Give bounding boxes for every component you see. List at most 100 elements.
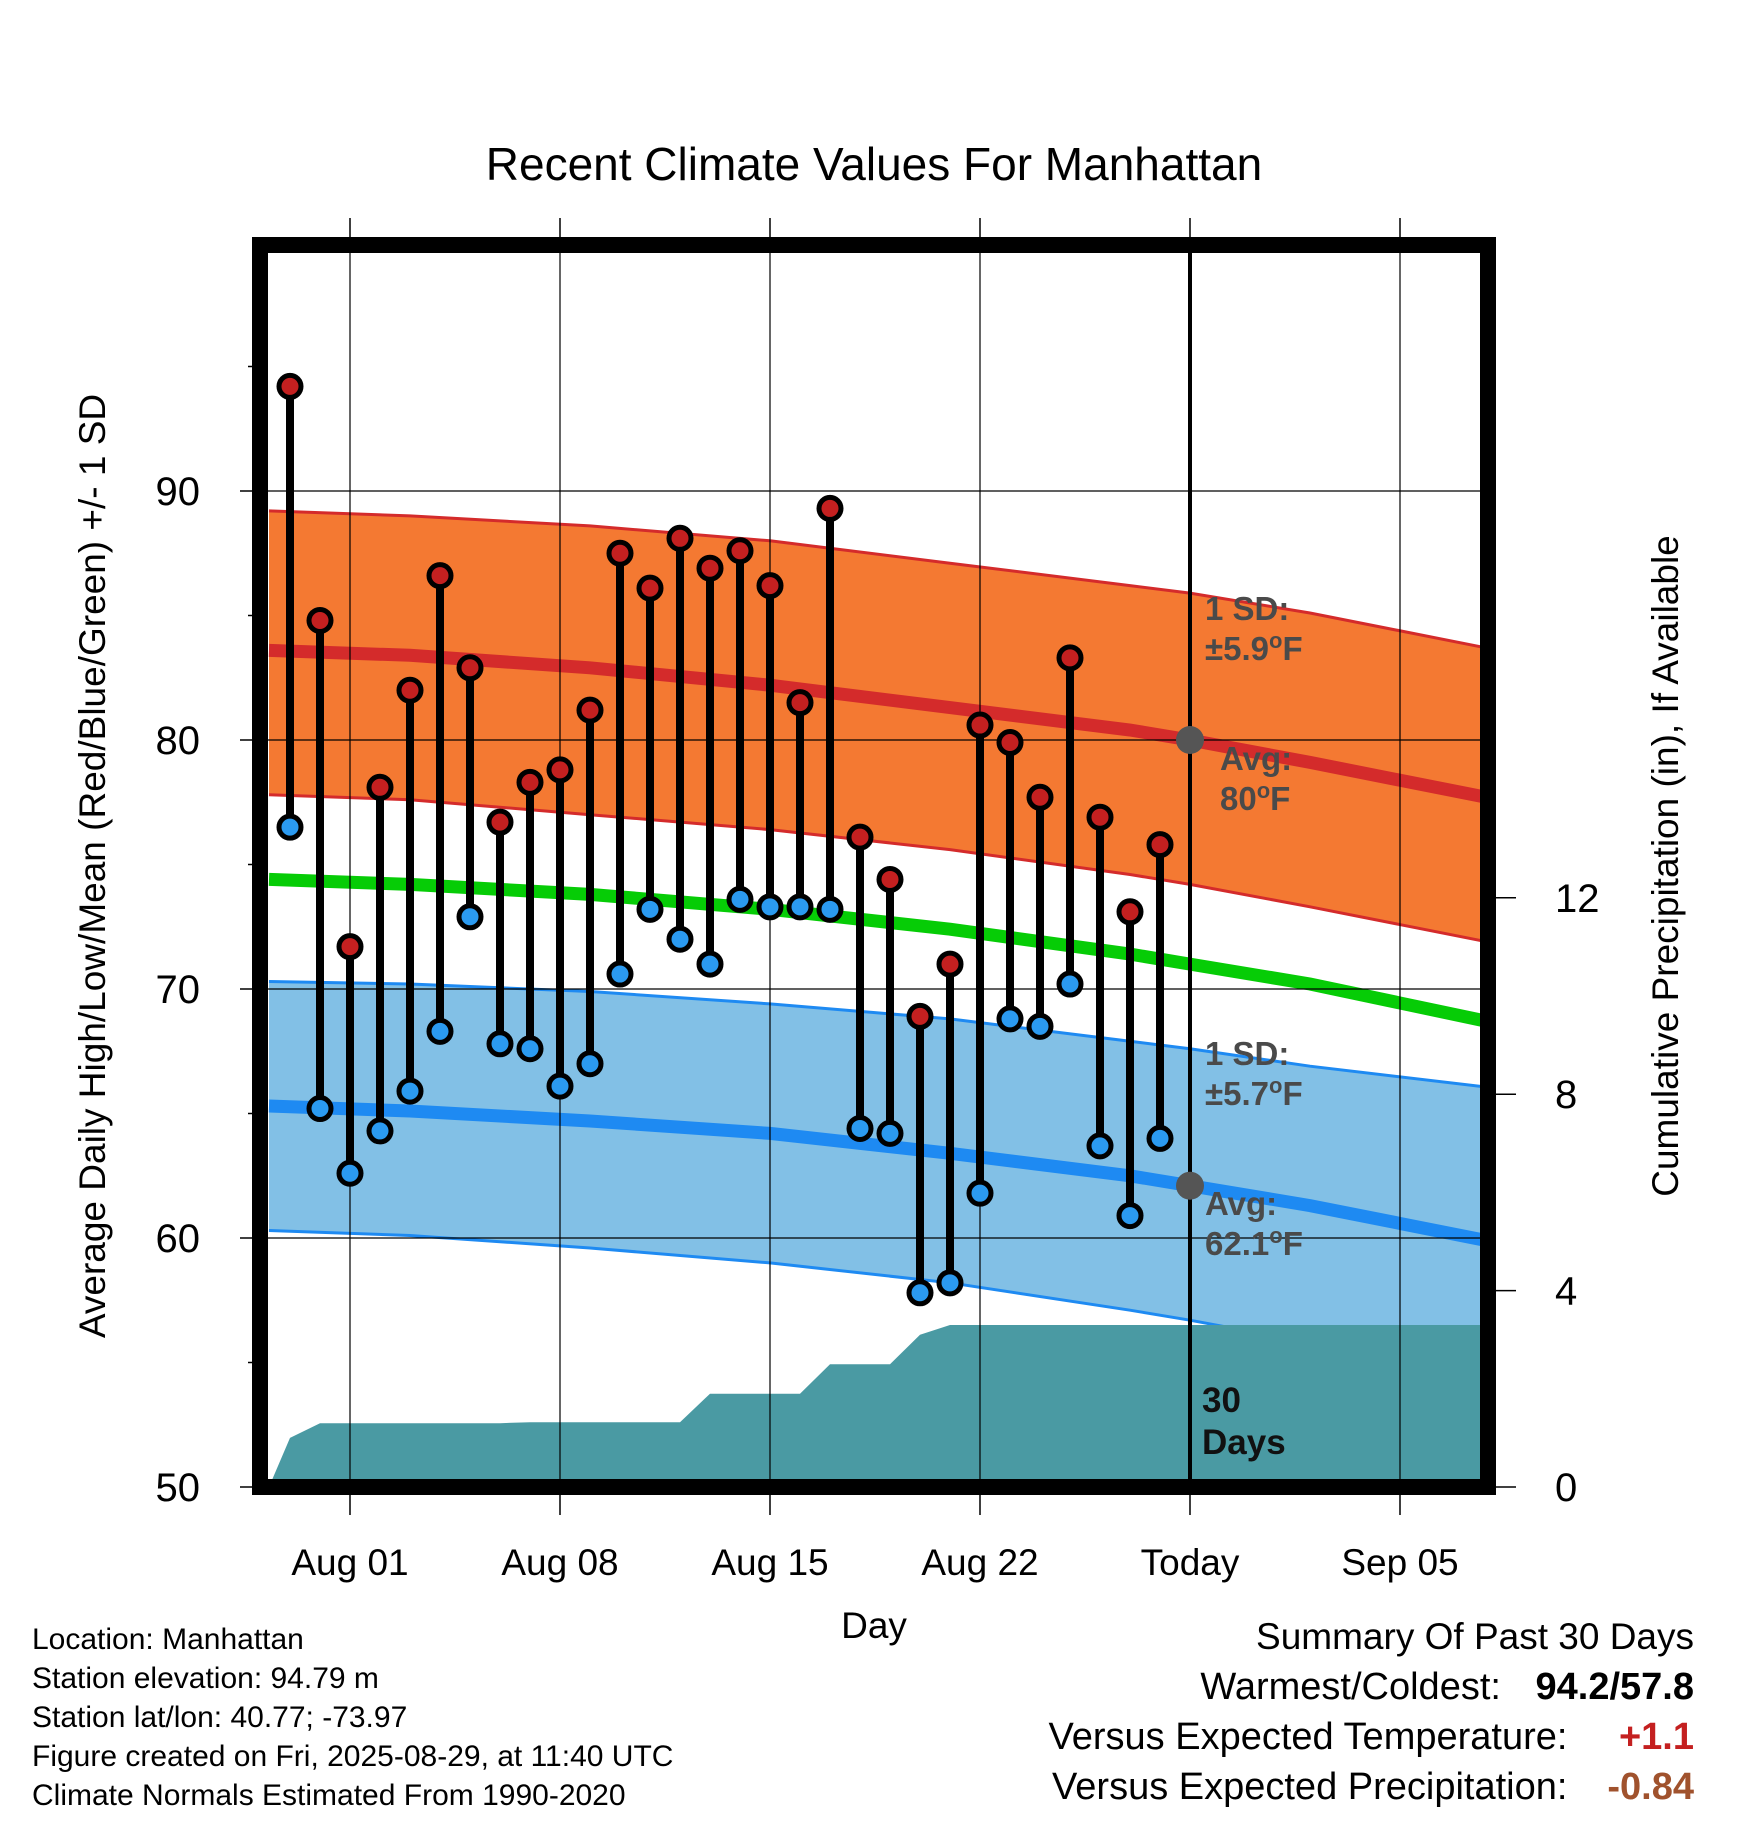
elevation-text: Station elevation: 94.79 m [32, 1662, 379, 1695]
low-temp-point [1146, 1124, 1174, 1152]
daily-bar [936, 950, 964, 1297]
low-sd-annotation: 1 SD:±5.7oF [1205, 1035, 1303, 1112]
precip-area [269, 1325, 1488, 1487]
low-sd-annotation-line: 1 SD: [1205, 1035, 1289, 1072]
precip-label: Versus Expected Precipitation: [1052, 1766, 1568, 1808]
daily-bar [1116, 898, 1144, 1230]
daily-bar [306, 606, 334, 1123]
low-temp-point [396, 1077, 424, 1105]
today-days-label: Days [1202, 1423, 1286, 1462]
unit-f: F [1283, 1225, 1303, 1262]
high-temp-point [726, 537, 754, 565]
daily-bar [426, 562, 454, 1045]
high-temp-point [306, 606, 334, 634]
daily-bar [456, 654, 484, 931]
daily-bar [906, 1002, 934, 1307]
daily-bar [1026, 783, 1054, 1040]
station-info: Location: Manhattan Station elevation: 9… [32, 1620, 673, 1815]
high-avg-annotation-line: Avg: [1220, 740, 1292, 777]
low-temp-point [906, 1279, 934, 1307]
y-tick-label: 60 [156, 1217, 201, 1261]
x-tick-label: Aug 15 [711, 1542, 828, 1583]
y-axis-title-right: Cumulative Precipitation (in), If Availa… [1645, 535, 1686, 1197]
unit-f: F [1270, 780, 1290, 817]
high-sd-band [269, 510, 1488, 943]
y-tick-label: 90 [156, 470, 201, 514]
x-tick-label: Aug 01 [291, 1542, 408, 1583]
low-temp-point [486, 1030, 514, 1058]
low-temp-point [876, 1119, 904, 1147]
high-temp-point [1086, 803, 1114, 831]
daily-bar [336, 933, 364, 1187]
low-temp-point [1116, 1202, 1144, 1230]
high-temp-point [846, 823, 874, 851]
daily-bar [786, 689, 814, 921]
high-temp-point [936, 950, 964, 978]
degree-symbol: o [1269, 1073, 1282, 1098]
unit-f: F [1282, 1075, 1302, 1112]
high-temp-point [276, 372, 304, 400]
daily-bar [486, 808, 514, 1058]
low-sd-band [269, 981, 1488, 1376]
temp-value: +1.1 [1618, 1716, 1694, 1758]
degree-symbol: o [1269, 628, 1282, 653]
x-tick-label: Sep 05 [1341, 1542, 1458, 1583]
high-temp-point [1026, 783, 1054, 811]
low-temp-point [276, 813, 304, 841]
high-sd-upper-line [268, 509, 1488, 650]
low-avg-annotation-line: 62.1oF [1205, 1223, 1303, 1262]
summary-warmest-row: Warmest/Coldest: 94.2/57.8 [1049, 1662, 1694, 1712]
warmest-label: Warmest/Coldest: [1200, 1666, 1501, 1708]
high-sd-annotation-line: 1 SD: [1205, 590, 1289, 627]
high-sd-annotation-line: ±5.9oF [1205, 628, 1303, 667]
low-temp-point [546, 1072, 574, 1100]
temp-label: Versus Expected Temperature: [1048, 1716, 1568, 1758]
high-temp-point [546, 756, 574, 784]
daily-bar [396, 676, 424, 1105]
low-temp-point [366, 1117, 394, 1145]
low-sd-annotation-line: ±5.7oF [1205, 1073, 1303, 1112]
high-temp-point [486, 808, 514, 836]
y-tick-label: 70 [156, 968, 201, 1012]
high-temp-point [786, 689, 814, 717]
daily-bar [1146, 831, 1174, 1152]
high-temp-point [366, 773, 394, 801]
daily-bar [726, 537, 754, 913]
low-temp-point [1026, 1012, 1054, 1040]
daily-bar [1056, 644, 1084, 998]
high-temp-point [906, 1002, 934, 1030]
y2-tick-label: 4 [1555, 1270, 1577, 1314]
precip-value: -0.84 [1607, 1766, 1694, 1808]
low-temp-point [966, 1179, 994, 1207]
low-temp-point [816, 895, 844, 923]
low-temp-point [336, 1159, 364, 1187]
low-temp-point [786, 893, 814, 921]
daily-bar [756, 572, 784, 921]
x-tick-label: Today [1141, 1542, 1240, 1583]
y-axis-title-left: Average Daily High/Low/Mean (Red/Blue/Gr… [72, 394, 113, 1338]
daily-bar [636, 574, 664, 923]
high-avg-annotation: Avg:80oF [1220, 740, 1292, 817]
x-tick-label: Aug 08 [501, 1542, 618, 1583]
daily-bar [546, 756, 574, 1100]
high-temp-point [396, 676, 424, 704]
daily-bar [966, 711, 994, 1207]
high-temp-point [816, 494, 844, 522]
daily-bar [606, 539, 634, 988]
high-temp-point [516, 768, 544, 796]
y-tick-label: 50 [156, 1466, 201, 1510]
high-temp-point [666, 524, 694, 552]
high-temp-point [456, 654, 484, 682]
y2-tick-label: 0 [1555, 1466, 1577, 1510]
low-temp-point [426, 1017, 454, 1045]
y-tick-label: 80 [156, 719, 201, 763]
summary-precip-row: Versus Expected Precipitation: -0.84 [1049, 1762, 1694, 1812]
high-avg-annotation-line: 80oF [1220, 778, 1290, 817]
x-tick-label: Aug 22 [921, 1542, 1038, 1583]
low-temp-point [846, 1114, 874, 1142]
low-temp-point [576, 1050, 604, 1078]
daily-bar [666, 524, 694, 953]
low-temp-point [1086, 1132, 1114, 1160]
low-temp-point [306, 1095, 334, 1123]
